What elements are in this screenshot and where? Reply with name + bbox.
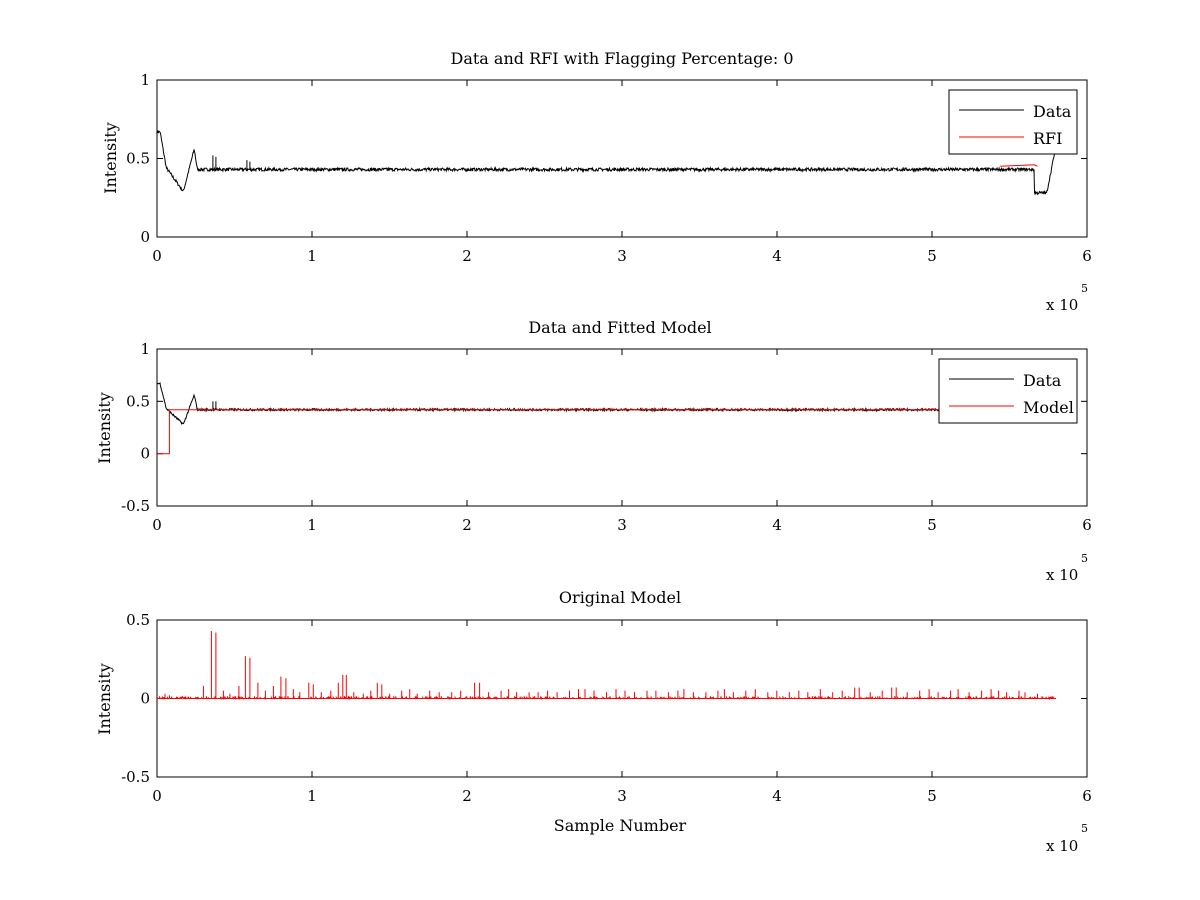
subplot-2-xtick-label: 2: [462, 516, 472, 534]
subplot-2-xtick-label: 4: [772, 516, 782, 534]
subplot-3-xtick-label: 1: [307, 787, 317, 805]
subplot-1-xtick-label: 4: [772, 247, 782, 265]
subplot-2-xtick-label: 1: [307, 516, 317, 534]
subplot-2-ytick-label: 1: [140, 340, 150, 358]
subplot-3-ytick-label: 0.5: [126, 611, 150, 629]
subplot-2-xtick-label: 5: [927, 516, 937, 534]
subplot-3: Original Model Intensity Sample Number x…: [95, 588, 1092, 855]
subplot-1-legend-box: [948, 89, 1078, 155]
subplot-1-ytick-label: 0: [140, 228, 150, 246]
subplot-2-series-model: [157, 409, 1056, 455]
subplot-3-xtick-label: 0: [152, 787, 162, 805]
subplot-2-ytick-label: -0.5: [121, 497, 150, 515]
subplot-2-legend-box: [938, 358, 1078, 424]
subplot-3-xtick-label: 3: [617, 787, 627, 805]
subplot-3-ylabel: Intensity: [95, 663, 114, 735]
subplot-2: Data and Fitted Model Intensity x 10 5 0…: [95, 318, 1092, 584]
subplot-2-ytick-label: 0.5: [126, 392, 150, 410]
subplot-3-title: Original Model: [559, 588, 681, 607]
subplot-1-x-exponent-power: 5: [1081, 282, 1088, 295]
subplot-3-xlabel: Sample Number: [554, 816, 687, 835]
subplot-3-ytick-label: 0: [140, 690, 150, 708]
subplot-2-title: Data and Fitted Model: [528, 318, 711, 337]
subplot-1-x-exponent: x 10: [1046, 296, 1078, 314]
subplot-1-legend-label-rfi: RFI: [1033, 129, 1062, 148]
subplot-3-xtick-label: 2: [462, 787, 472, 805]
subplot-3-xtick-label: 5: [927, 787, 937, 805]
subplot-3-xtick-label: 4: [772, 787, 782, 805]
subplot-3-series-line: [157, 631, 1056, 701]
subplot-3-x-exponent-power: 5: [1081, 822, 1088, 835]
subplot-3-x-exponent: x 10: [1046, 837, 1078, 855]
subplot-2-legend-label-data: Data: [1023, 371, 1062, 390]
subplot-1-xtick-label: 5: [927, 247, 937, 265]
subplot-2-xtick-label: 3: [617, 516, 627, 534]
subplot-1-series-data: [156, 130, 1057, 196]
subplot-1-series-rfi: [1000, 164, 1038, 167]
subplot-3-ytick-label: -0.5: [121, 768, 150, 786]
subplot-1-xtick-label: 0: [152, 247, 162, 265]
subplot-1: Data and RFI with Flagging Percentage: 0…: [101, 49, 1092, 314]
subplot-1-xtick-label: 2: [462, 247, 472, 265]
subplot-1-xtick-label: 3: [617, 247, 627, 265]
subplot-2-x-exponent-power: 5: [1081, 552, 1088, 565]
subplot-1-xtick-label: 1: [307, 247, 317, 265]
subplot-2-legend-label-model: Model: [1023, 398, 1074, 417]
subplot-1-title: Data and RFI with Flagging Percentage: 0: [450, 49, 793, 68]
subplot-2-xtick-label: 6: [1082, 516, 1092, 534]
subplot-2-xtick-label: 0: [152, 516, 162, 534]
subplot-2-ytick-label: 0: [140, 445, 150, 463]
subplot-3-xtick-label: 6: [1082, 787, 1092, 805]
subplot-1-legend-label-data: Data: [1033, 102, 1072, 121]
subplot-1-ytick-label: 1: [140, 71, 150, 89]
subplot-1-legend: Data RFI: [948, 89, 1078, 155]
subplot-2-x-exponent: x 10: [1046, 566, 1078, 584]
subplot-1-ylabel: Intensity: [101, 122, 120, 194]
subplot-1-xtick-label: 6: [1082, 247, 1092, 265]
subplot-1-ytick-label: 0.5: [126, 150, 150, 168]
subplot-2-legend: Data Model: [938, 358, 1078, 424]
subplot-2-ylabel: Intensity: [95, 392, 114, 464]
